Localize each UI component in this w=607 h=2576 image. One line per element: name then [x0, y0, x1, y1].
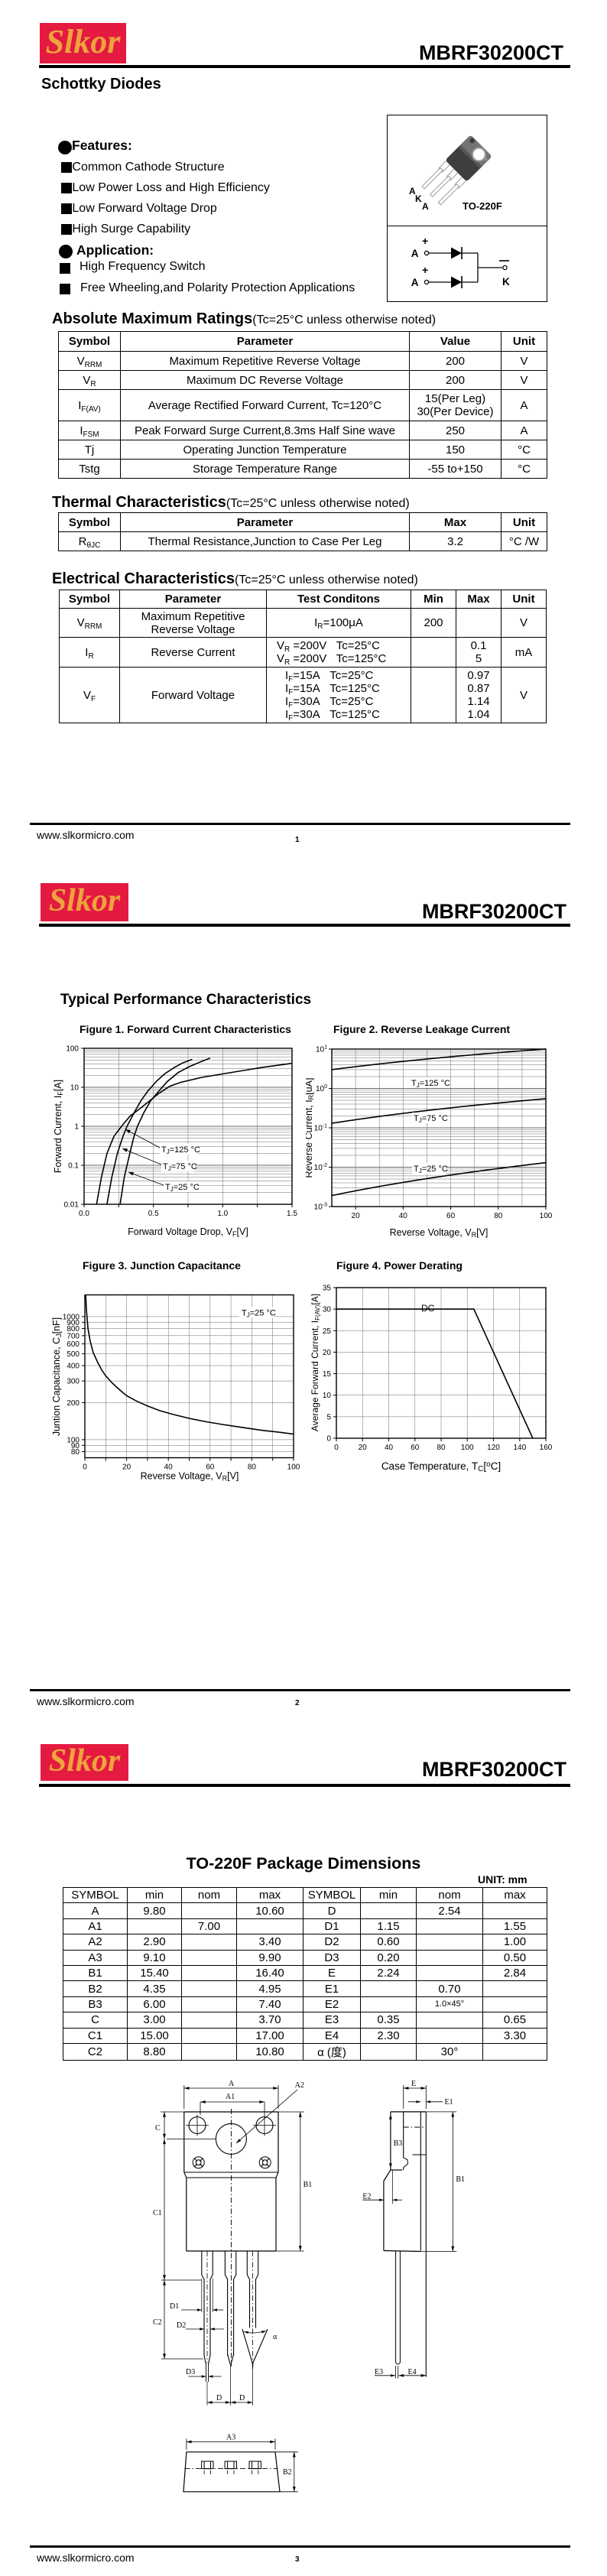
svg-text:Case Temperature, TC[oC]: Case Temperature, TC[oC]: [381, 1460, 501, 1473]
svg-text:+: +: [422, 235, 428, 247]
svg-text:E4: E4: [408, 2368, 417, 2376]
svg-text:800: 800: [67, 1325, 80, 1333]
svg-text:1.0: 1.0: [217, 1210, 228, 1218]
svg-text:B3: B3: [394, 2139, 403, 2148]
svg-text:80: 80: [248, 1463, 257, 1472]
svg-text:400: 400: [67, 1363, 80, 1371]
svg-text:30: 30: [323, 1306, 332, 1314]
svg-text:101: 101: [316, 1045, 327, 1054]
svg-text:Forward Current, IF[A]: Forward Current, IF[A]: [53, 1080, 64, 1173]
svg-text:TJ=75 °C: TJ=75 °C: [163, 1162, 197, 1172]
svg-text:C: C: [155, 2124, 161, 2133]
svg-text:0.5: 0.5: [148, 1210, 159, 1218]
svg-text:Juntion Capacitance, CJ[nF]: Juntion Capacitance, CJ[nF]: [51, 1317, 63, 1436]
svg-text:40: 40: [164, 1463, 174, 1472]
svg-text:E2: E2: [362, 2193, 371, 2201]
svg-text:0.01: 0.01: [64, 1201, 80, 1210]
svg-text:D2: D2: [177, 2321, 186, 2330]
svg-text:100: 100: [540, 1212, 553, 1220]
svg-text:C1: C1: [153, 2209, 162, 2217]
svg-text:100: 100: [461, 1444, 474, 1452]
svg-text:160: 160: [540, 1444, 553, 1452]
svg-text:80: 80: [71, 1448, 80, 1457]
svg-text:A2: A2: [295, 2081, 304, 2090]
svg-text:300: 300: [67, 1378, 80, 1386]
svg-text:90: 90: [71, 1442, 80, 1450]
svg-text:TJ=25 °C: TJ=25 °C: [414, 1165, 448, 1174]
svg-text:A: A: [411, 248, 419, 259]
svg-text:Reverse Voltage, VR[V]: Reverse Voltage, VR[V]: [390, 1227, 489, 1239]
svg-text:0: 0: [334, 1444, 339, 1452]
svg-text:D: D: [216, 2394, 222, 2402]
svg-text:TJ=125 °C: TJ=125 °C: [161, 1145, 200, 1155]
svg-text:α: α: [273, 2333, 278, 2341]
svg-text:60: 60: [446, 1212, 456, 1220]
svg-text:D3: D3: [186, 2368, 195, 2376]
svg-text:A1: A1: [226, 2093, 235, 2101]
svg-text:100: 100: [316, 1084, 327, 1093]
svg-text:D1: D1: [170, 2302, 179, 2311]
svg-text:+: +: [422, 264, 428, 276]
svg-text:DC: DC: [421, 1303, 435, 1314]
svg-text:5: 5: [326, 1413, 331, 1421]
svg-text:E3: E3: [375, 2368, 383, 2376]
svg-text:A: A: [229, 2080, 235, 2088]
svg-text:TJ=125 °C: TJ=125 °C: [411, 1079, 450, 1089]
svg-text:140: 140: [513, 1444, 526, 1452]
svg-text:35: 35: [323, 1285, 332, 1293]
svg-text:700: 700: [67, 1332, 80, 1340]
svg-text:0: 0: [83, 1463, 87, 1472]
svg-text:200: 200: [67, 1399, 80, 1408]
svg-text:20: 20: [359, 1444, 368, 1452]
svg-text:TJ=25 °C: TJ=25 °C: [165, 1183, 200, 1193]
svg-text:Reverse Current, IR[uA]: Reverse Current, IR[uA]: [306, 1078, 315, 1178]
svg-text:1000: 1000: [63, 1313, 80, 1321]
svg-text:40: 40: [385, 1444, 394, 1452]
svg-text:60: 60: [411, 1444, 420, 1452]
svg-text:E: E: [411, 2080, 416, 2088]
svg-text:B1: B1: [456, 2175, 465, 2184]
svg-text:600: 600: [67, 1340, 80, 1349]
svg-text:D: D: [239, 2394, 245, 2402]
svg-text:900: 900: [67, 1319, 80, 1327]
svg-text:100: 100: [287, 1463, 300, 1472]
svg-text:120: 120: [487, 1444, 500, 1452]
svg-text:10: 10: [323, 1392, 332, 1400]
svg-text:20: 20: [323, 1349, 332, 1357]
svg-text:B2: B2: [283, 2468, 292, 2477]
svg-text:20: 20: [122, 1463, 131, 1472]
svg-text:TJ=25 °C: TJ=25 °C: [242, 1309, 276, 1319]
svg-text:Reverse Voltage, VR[V]: Reverse Voltage, VR[V]: [141, 1471, 239, 1483]
svg-text:Average Forward Current, IF(AV: Average Forward Current, IF(AV)[A]: [310, 1294, 321, 1431]
svg-text:80: 80: [494, 1212, 503, 1220]
svg-text:Forward Voltage Drop, VF[V]: Forward Voltage Drop, VF[V]: [128, 1226, 248, 1238]
svg-text:10-3: 10-3: [314, 1203, 327, 1212]
svg-text:60: 60: [206, 1463, 215, 1472]
svg-text:10: 10: [70, 1084, 80, 1093]
svg-text:20: 20: [352, 1212, 361, 1220]
svg-text:80: 80: [437, 1444, 446, 1452]
svg-text:10-1: 10-1: [314, 1124, 327, 1133]
svg-text:500: 500: [67, 1350, 80, 1359]
svg-text:E1: E1: [445, 2098, 453, 2107]
svg-text:C2: C2: [153, 2318, 162, 2327]
svg-text:100: 100: [67, 1436, 80, 1444]
svg-text:10-2: 10-2: [314, 1163, 327, 1172]
svg-text:TJ=75 °C: TJ=75 °C: [414, 1114, 448, 1124]
svg-text:40: 40: [399, 1212, 408, 1220]
svg-text:100: 100: [66, 1045, 79, 1054]
svg-text:B1: B1: [304, 2181, 313, 2189]
svg-text:15: 15: [323, 1370, 332, 1379]
svg-text:0: 0: [326, 1435, 331, 1444]
svg-text:0.0: 0.0: [79, 1210, 89, 1218]
svg-text:1: 1: [74, 1123, 79, 1132]
svg-text:0.1: 0.1: [68, 1162, 79, 1171]
svg-text:K: K: [502, 276, 510, 287]
svg-text:25: 25: [323, 1327, 332, 1336]
svg-text:A3: A3: [226, 2434, 235, 2442]
svg-text:A: A: [411, 277, 419, 288]
svg-text:1.5: 1.5: [287, 1210, 297, 1218]
